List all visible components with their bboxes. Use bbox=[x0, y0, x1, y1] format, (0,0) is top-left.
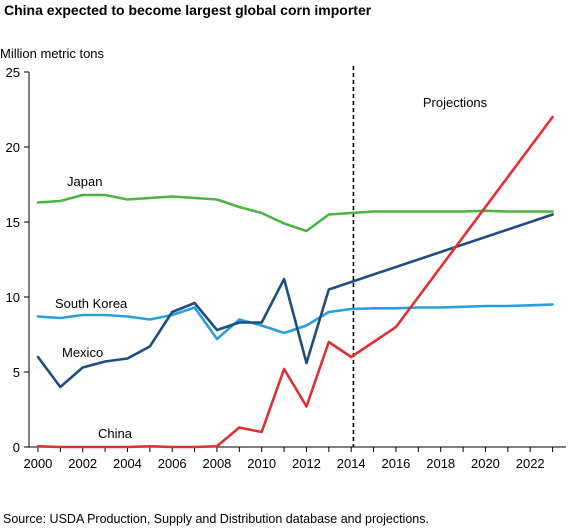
x-tick-label: 2016 bbox=[381, 456, 410, 471]
chart-source: Source: USDA Production, Supply and Dist… bbox=[3, 512, 429, 526]
south-korea-line bbox=[36, 303, 554, 341]
japan-line bbox=[36, 193, 554, 233]
x-tick-label: 2018 bbox=[426, 456, 455, 471]
x-tick-label: 2014 bbox=[337, 456, 366, 471]
south-korea-series-label: South Korea bbox=[55, 296, 128, 311]
mexico-line bbox=[36, 213, 554, 389]
japan-series-label: Japan bbox=[67, 174, 102, 189]
y-tick-label: 25 bbox=[6, 65, 20, 80]
x-tick-label: 2022 bbox=[516, 456, 545, 471]
x-tick-label: 2008 bbox=[202, 456, 231, 471]
china-series-label: China bbox=[98, 426, 133, 441]
y-tick-label: 5 bbox=[13, 365, 20, 380]
y-tick-label: 20 bbox=[6, 140, 20, 155]
chart-title: China expected to become largest global … bbox=[4, 2, 372, 18]
x-tick-label: 2006 bbox=[158, 456, 187, 471]
y-tick-label: 0 bbox=[13, 440, 20, 455]
x-tick-label: 2012 bbox=[292, 456, 321, 471]
x-tick-label: 2020 bbox=[471, 456, 500, 471]
china-line bbox=[36, 115, 554, 449]
projections-label: Projections bbox=[423, 95, 488, 110]
x-tick-label: 2002 bbox=[68, 456, 97, 471]
x-tick-label: 2004 bbox=[113, 456, 142, 471]
y-tick-label: 10 bbox=[6, 290, 20, 305]
x-tick-label: 2000 bbox=[23, 456, 52, 471]
y-tick-label: 15 bbox=[6, 215, 20, 230]
x-tick-label: 2010 bbox=[247, 456, 276, 471]
y-axis-title: Million metric tons bbox=[0, 46, 105, 61]
mexico-series-label: Mexico bbox=[62, 345, 103, 360]
